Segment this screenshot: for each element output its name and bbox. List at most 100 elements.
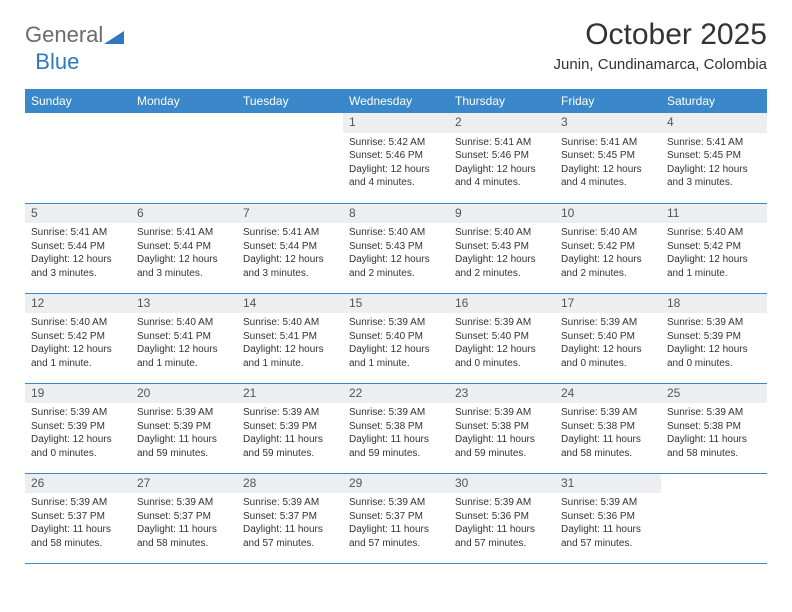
day-number: 16 [449, 294, 555, 314]
sunrise-text: Sunrise: 5:39 AM [243, 496, 337, 510]
day-number: 26 [25, 474, 131, 494]
day-number: 6 [131, 204, 237, 224]
sunset-text: Sunset: 5:42 PM [667, 240, 761, 254]
daylight-text: Daylight: 11 hours and 59 minutes. [349, 433, 443, 460]
calendar-cell: 11Sunrise: 5:40 AMSunset: 5:42 PMDayligh… [661, 203, 767, 293]
calendar-cell: 1Sunrise: 5:42 AMSunset: 5:46 PMDaylight… [343, 113, 449, 203]
daylight-text: Daylight: 12 hours and 1 minute. [31, 343, 125, 370]
day-details: Sunrise: 5:39 AMSunset: 5:36 PMDaylight:… [555, 493, 661, 554]
day-details: Sunrise: 5:41 AMSunset: 5:44 PMDaylight:… [237, 223, 343, 284]
sunset-text: Sunset: 5:40 PM [455, 330, 549, 344]
calendar-cell [131, 113, 237, 203]
logo-triangle-icon [104, 22, 124, 48]
daylight-text: Daylight: 12 hours and 2 minutes. [455, 253, 549, 280]
calendar-cell: 15Sunrise: 5:39 AMSunset: 5:40 PMDayligh… [343, 293, 449, 383]
calendar-cell [25, 113, 131, 203]
daylight-text: Daylight: 12 hours and 3 minutes. [31, 253, 125, 280]
weekday-header: Tuesday [237, 89, 343, 113]
daylight-text: Daylight: 12 hours and 3 minutes. [137, 253, 231, 280]
day-details: Sunrise: 5:39 AMSunset: 5:37 PMDaylight:… [237, 493, 343, 554]
sunset-text: Sunset: 5:39 PM [243, 420, 337, 434]
day-details: Sunrise: 5:41 AMSunset: 5:46 PMDaylight:… [449, 133, 555, 194]
calendar-cell: 6Sunrise: 5:41 AMSunset: 5:44 PMDaylight… [131, 203, 237, 293]
day-number: 14 [237, 294, 343, 314]
day-details: Sunrise: 5:41 AMSunset: 5:44 PMDaylight:… [131, 223, 237, 284]
sunrise-text: Sunrise: 5:40 AM [455, 226, 549, 240]
day-number: 19 [25, 384, 131, 404]
day-number: 30 [449, 474, 555, 494]
day-number: 29 [343, 474, 449, 494]
daylight-text: Daylight: 12 hours and 0 minutes. [31, 433, 125, 460]
weekday-header: Thursday [449, 89, 555, 113]
day-details: Sunrise: 5:42 AMSunset: 5:46 PMDaylight:… [343, 133, 449, 194]
daylight-text: Daylight: 12 hours and 4 minutes. [349, 163, 443, 190]
sunrise-text: Sunrise: 5:40 AM [667, 226, 761, 240]
calendar-cell: 17Sunrise: 5:39 AMSunset: 5:40 PMDayligh… [555, 293, 661, 383]
calendar-cell: 10Sunrise: 5:40 AMSunset: 5:42 PMDayligh… [555, 203, 661, 293]
day-number: 15 [343, 294, 449, 314]
sunrise-text: Sunrise: 5:41 AM [31, 226, 125, 240]
day-details: Sunrise: 5:41 AMSunset: 5:44 PMDaylight:… [25, 223, 131, 284]
calendar-cell: 20Sunrise: 5:39 AMSunset: 5:39 PMDayligh… [131, 383, 237, 473]
sunrise-text: Sunrise: 5:39 AM [667, 316, 761, 330]
sunset-text: Sunset: 5:39 PM [31, 420, 125, 434]
calendar-cell: 4Sunrise: 5:41 AMSunset: 5:45 PMDaylight… [661, 113, 767, 203]
day-number [237, 113, 343, 133]
calendar-cell: 30Sunrise: 5:39 AMSunset: 5:36 PMDayligh… [449, 473, 555, 563]
calendar-cell: 21 Sunrise: 5:39 AMSunset: 5:39 PMDayligh… [237, 383, 343, 473]
sunrise-text: Sunrise: 5:39 AM [349, 496, 443, 510]
calendar-cell: 7Sunrise: 5:41 AMSunset: 5:44 PMDaylight… [237, 203, 343, 293]
sunrise-text: Sunrise: 5:39 AM [31, 406, 125, 420]
day-details: Sunrise: 5:39 AMSunset: 5:36 PMDaylight:… [449, 493, 555, 554]
calendar-cell: 22Sunrise: 5:39 AMSunset: 5:38 PMDayligh… [343, 383, 449, 473]
calendar-cell: 26Sunrise: 5:39 AMSunset: 5:37 PMDayligh… [25, 473, 131, 563]
daylight-text: Daylight: 12 hours and 0 minutes. [455, 343, 549, 370]
day-details: Sunrise: 5:40 AMSunset: 5:41 PMDaylight:… [131, 313, 237, 374]
calendar-row: 19Sunrise: 5:39 AMSunset: 5:39 PMDayligh… [25, 383, 767, 473]
daylight-text: Daylight: 12 hours and 1 minute. [243, 343, 337, 370]
day-details: Sunrise: 5:40 AMSunset: 5:42 PMDaylight:… [555, 223, 661, 284]
calendar-cell: 25Sunrise: 5:39 AMSunset: 5:38 PMDayligh… [661, 383, 767, 473]
day-number: 25 [661, 384, 767, 404]
day-number: 23 [449, 384, 555, 404]
daylight-text: Daylight: 11 hours and 57 minutes. [349, 523, 443, 550]
logo-word2: Blue [35, 49, 79, 75]
sunrise-text: Sunrise: 5:40 AM [561, 226, 655, 240]
day-number: 21 [237, 384, 343, 404]
daylight-text: Daylight: 11 hours and 59 minutes. [243, 433, 337, 460]
day-number: 10 [555, 204, 661, 224]
page-title: October 2025 [554, 18, 767, 52]
calendar-cell: 31Sunrise: 5:39 AMSunset: 5:36 PMDayligh… [555, 473, 661, 563]
daylight-text: Daylight: 12 hours and 0 minutes. [561, 343, 655, 370]
sunset-text: Sunset: 5:46 PM [455, 149, 549, 163]
day-number: 24 [555, 384, 661, 404]
calendar-table: Sunday Monday Tuesday Wednesday Thursday… [25, 89, 767, 564]
day-details: Sunrise: 5:39 AMSunset: 5:39 PMDaylight:… [131, 403, 237, 464]
day-number: 5 [25, 204, 131, 224]
day-number [661, 474, 767, 494]
day-number [131, 113, 237, 133]
daylight-text: Daylight: 12 hours and 4 minutes. [561, 163, 655, 190]
sunset-text: Sunset: 5:44 PM [243, 240, 337, 254]
daylight-text: Daylight: 12 hours and 2 minutes. [561, 253, 655, 280]
daylight-text: Daylight: 11 hours and 58 minutes. [561, 433, 655, 460]
sunrise-text: Sunrise: 5:39 AM [455, 496, 549, 510]
day-number: 3 [555, 113, 661, 133]
sunset-text: Sunset: 5:43 PM [455, 240, 549, 254]
sunset-text: Sunset: 5:39 PM [137, 420, 231, 434]
sunset-text: Sunset: 5:41 PM [243, 330, 337, 344]
sunset-text: Sunset: 5:37 PM [31, 510, 125, 524]
calendar-cell: 13Sunrise: 5:40 AMSunset: 5:41 PMDayligh… [131, 293, 237, 383]
sunrise-text: Sunrise: 5:39 AM [243, 406, 337, 420]
weekday-header: Saturday [661, 89, 767, 113]
sunrise-text: Sunrise: 5:41 AM [561, 136, 655, 150]
day-number: 18 [661, 294, 767, 314]
sunset-text: Sunset: 5:42 PM [31, 330, 125, 344]
day-details: Sunrise: 5:40 AMSunset: 5:43 PMDaylight:… [449, 223, 555, 284]
day-number [25, 113, 131, 133]
sunrise-text: Sunrise: 5:41 AM [455, 136, 549, 150]
daylight-text: Daylight: 11 hours and 59 minutes. [455, 433, 549, 460]
sunset-text: Sunset: 5:46 PM [349, 149, 443, 163]
sunrise-text: Sunrise: 5:39 AM [561, 316, 655, 330]
calendar-cell: 29Sunrise: 5:39 AMSunset: 5:37 PMDayligh… [343, 473, 449, 563]
